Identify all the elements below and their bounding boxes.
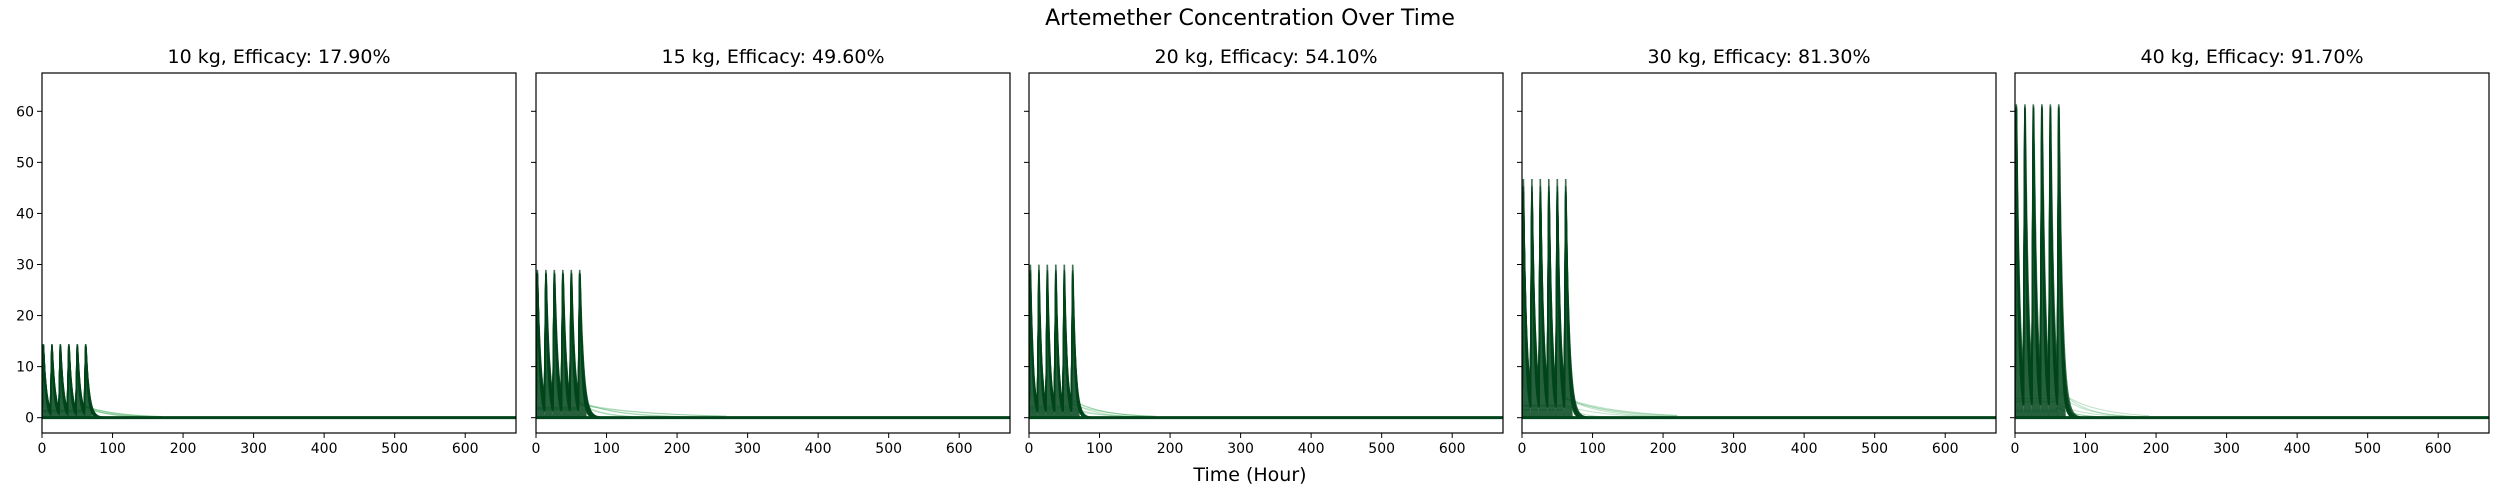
dose-spike [1045, 269, 1055, 418]
plot-area [536, 269, 1010, 420]
plot-area [2015, 100, 2489, 420]
x-tick-label: 400 [1298, 441, 1325, 457]
figure-title: Artemether Concentration Over Time [1045, 6, 1455, 31]
y-tick-label: 60 [16, 104, 34, 120]
y-tick-label: 30 [16, 257, 34, 273]
x-tick-label: 100 [1086, 441, 1113, 457]
x-tick-label: 0 [1025, 441, 1034, 457]
axes-frame [2014, 72, 2490, 434]
dose-spike [1054, 272, 1063, 418]
axes-frame [1521, 72, 1997, 434]
dose-spike [536, 269, 545, 418]
axes-frame [535, 72, 1011, 434]
x-tick-label: 300 [1720, 441, 1747, 457]
x-tick-label: 200 [2143, 441, 2170, 457]
subplot-4: 0 100 200 300 400 500 600 30 kg, Efficacy: 81.3… [1517, 46, 1997, 457]
dose-spike [58, 345, 68, 418]
y-tick-label: 50 [16, 155, 34, 171]
dose-spike [569, 269, 579, 418]
y-tick-label: 20 [16, 309, 34, 325]
dose-spike [42, 345, 51, 418]
y-tick-label: 0 [25, 411, 34, 427]
x-tick-label: 500 [1861, 441, 1888, 457]
dose-spike [577, 272, 587, 418]
plot-area [42, 343, 516, 420]
x-tick-label: 500 [1368, 441, 1395, 457]
x-tick-label: 100 [2072, 441, 2099, 457]
dose-spike [83, 347, 93, 418]
dose-spike [544, 272, 553, 418]
x-axis-label: Time (Hour) [1193, 464, 1307, 486]
x-tick-label: 0 [532, 441, 541, 457]
subplot-title: 40 kg, Efficacy: 91.70% [2140, 46, 2363, 68]
x-tick-label: 500 [2354, 441, 2381, 457]
x-tick-label: 300 [1227, 441, 1254, 457]
x-tick-label: 200 [170, 441, 197, 457]
dose-spike [1070, 272, 1080, 418]
x-tick-label: 300 [734, 441, 761, 457]
x-tick-label: 100 [99, 441, 126, 457]
x-tick-label: 600 [1439, 441, 1466, 457]
dose-spike [552, 269, 562, 418]
dose-spike [1563, 189, 1573, 418]
subplot-title: 15 kg, Efficacy: 49.60% [661, 46, 884, 68]
x-tick-label: 300 [240, 441, 267, 457]
dose-spike [2023, 107, 2032, 418]
subplot-title: 10 kg, Efficacy: 17.90% [167, 46, 390, 68]
dose-spike [67, 347, 76, 418]
subplot-2: 0 100 200 300 400 500 600 15 kg, Efficacy: 49.6… [531, 46, 1011, 457]
x-tick-label: 600 [946, 441, 973, 457]
axes-frame [41, 72, 517, 434]
x-tick-label: 600 [1932, 441, 1959, 457]
dose-spike [1522, 184, 1531, 418]
dose-spike [1555, 184, 1565, 418]
dose-spike [2048, 100, 2058, 418]
x-tick-label: 300 [2213, 441, 2240, 457]
x-tick-label: 100 [593, 441, 620, 457]
dose-spike [1538, 184, 1548, 418]
dose-spike [2040, 107, 2049, 418]
y-tick-label: 10 [16, 360, 34, 376]
x-tick-label: 200 [664, 441, 691, 457]
subplot-title: 20 kg, Efficacy: 54.10% [1154, 46, 1377, 68]
x-tick-label: 0 [1518, 441, 1527, 457]
dose-spike [561, 272, 570, 418]
x-tick-label: 0 [2011, 441, 2020, 457]
x-tick-label: 600 [2425, 441, 2452, 457]
x-tick-label: 600 [452, 441, 479, 457]
x-tick-label: 200 [1157, 441, 1184, 457]
dose-spike [1037, 272, 1046, 418]
x-tick-label: 0 [38, 441, 47, 457]
x-tick-label: 400 [311, 441, 338, 457]
x-tick-label: 200 [1650, 441, 1677, 457]
dose-spike [50, 347, 59, 418]
y-tick-label: 40 [16, 206, 34, 222]
dose-spike [75, 345, 85, 418]
x-tick-label: 500 [875, 441, 902, 457]
axes-frame [1028, 72, 1504, 434]
dose-spike [2056, 107, 2066, 418]
dose-spike [1547, 189, 1556, 418]
plot-area [1029, 264, 1503, 420]
subplot-3: 0 100 200 300 400 500 600 20 kg, Efficacy: 54.1… [1024, 46, 1504, 457]
dose-spike [1530, 189, 1539, 418]
x-tick-label: 400 [2284, 441, 2311, 457]
subplot-1: 0 100 200 300 400 500 600 0 10 20 30 40 50 60 10 kg, E… [16, 46, 517, 457]
x-tick-label: 400 [1791, 441, 1818, 457]
dose-spike [2031, 100, 2041, 418]
x-tick-label: 100 [1579, 441, 1606, 457]
dose-spike [2015, 100, 2024, 418]
dose-spike [1062, 269, 1072, 418]
plot-area [1522, 178, 1996, 420]
subplot-5: 0 100 200 300 400 500 600 40 kg, Efficacy: 91.7… [2010, 46, 2490, 457]
dose-spike [1029, 269, 1038, 418]
x-tick-label: 500 [381, 441, 408, 457]
x-tick-label: 400 [805, 441, 832, 457]
subplot-title: 30 kg, Efficacy: 81.30% [1647, 46, 1870, 68]
